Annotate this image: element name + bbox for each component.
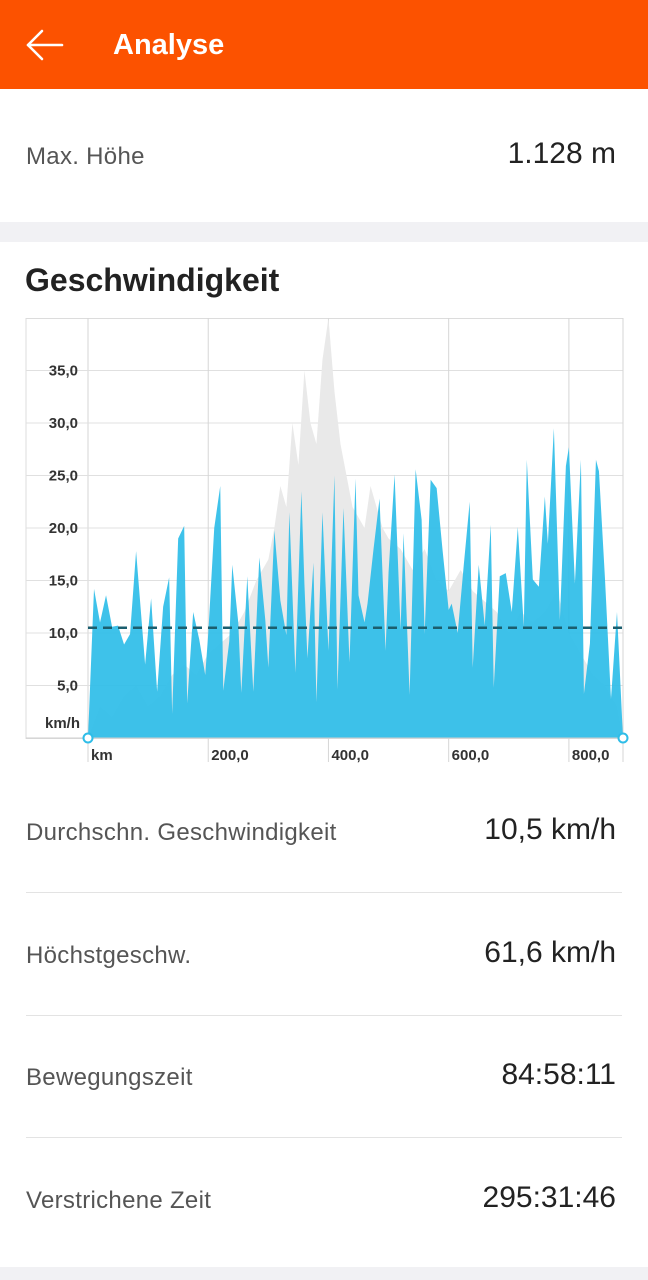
avg-speed-label: Durchschn. Geschwindigkeit [26,819,337,846]
page-title: Analyse [113,29,225,61]
divider [26,892,622,893]
divider [26,1137,622,1138]
y-tick-label: 20,0 [49,520,78,537]
speed-chart[interactable]: 5,0 10,0 15,0 20,0 25,0 30,0 35,0 km/h km 200,0 40… [0,318,648,768]
y-tick-label: 35,0 [49,363,78,380]
y-tick-label: 15,0 [49,573,78,590]
y-tick-label: 5,0 [57,678,78,695]
max-height-label: Max. Höhe [26,143,145,170]
max-height-value: 1.128 m [507,137,616,170]
elapsed-time-label: Verstrichene Zeit [26,1187,212,1214]
speed-chart-svg: 5,0 10,0 15,0 20,0 25,0 30,0 35,0 km/h km 200,0 40… [25,318,629,764]
elevation-card: Max. Höhe 1.128 m [0,89,648,222]
app-bar: Analyse [0,0,648,89]
back-arrow-icon[interactable] [24,24,66,66]
y-tick-label: 10,0 [49,625,78,642]
y-axis-unit-label: km/h [45,715,80,732]
moving-time-value: 84:58:11 [501,1058,616,1091]
range-end-handle [617,732,629,744]
section-title: Geschwindigkeit [25,262,280,298]
x-tick-label: 400,0 [331,747,369,764]
x-tick-label: 200,0 [211,747,249,764]
moving-time-label: Bewegungszeit [26,1064,193,1091]
y-tick-label: 25,0 [49,468,78,485]
speed-area [88,428,623,738]
y-tick-label: 30,0 [49,415,78,432]
max-speed-label: Höchstgeschw. [26,942,192,969]
max-speed-value: 61,6 km/h [484,936,616,969]
range-start-handle [82,732,94,744]
speed-card: Geschwindigkeit 5,0 10,0 15,0 20,0 25,0 30,0 3… [0,242,648,1267]
x-tick-label: 800,0 [572,747,610,764]
elapsed-time-value: 295:31:46 [482,1181,616,1214]
x-tick-label: 600,0 [452,747,490,764]
x-axis-unit-label: km [91,747,113,764]
avg-speed-value: 10,5 km/h [484,813,616,846]
divider [26,1015,622,1016]
